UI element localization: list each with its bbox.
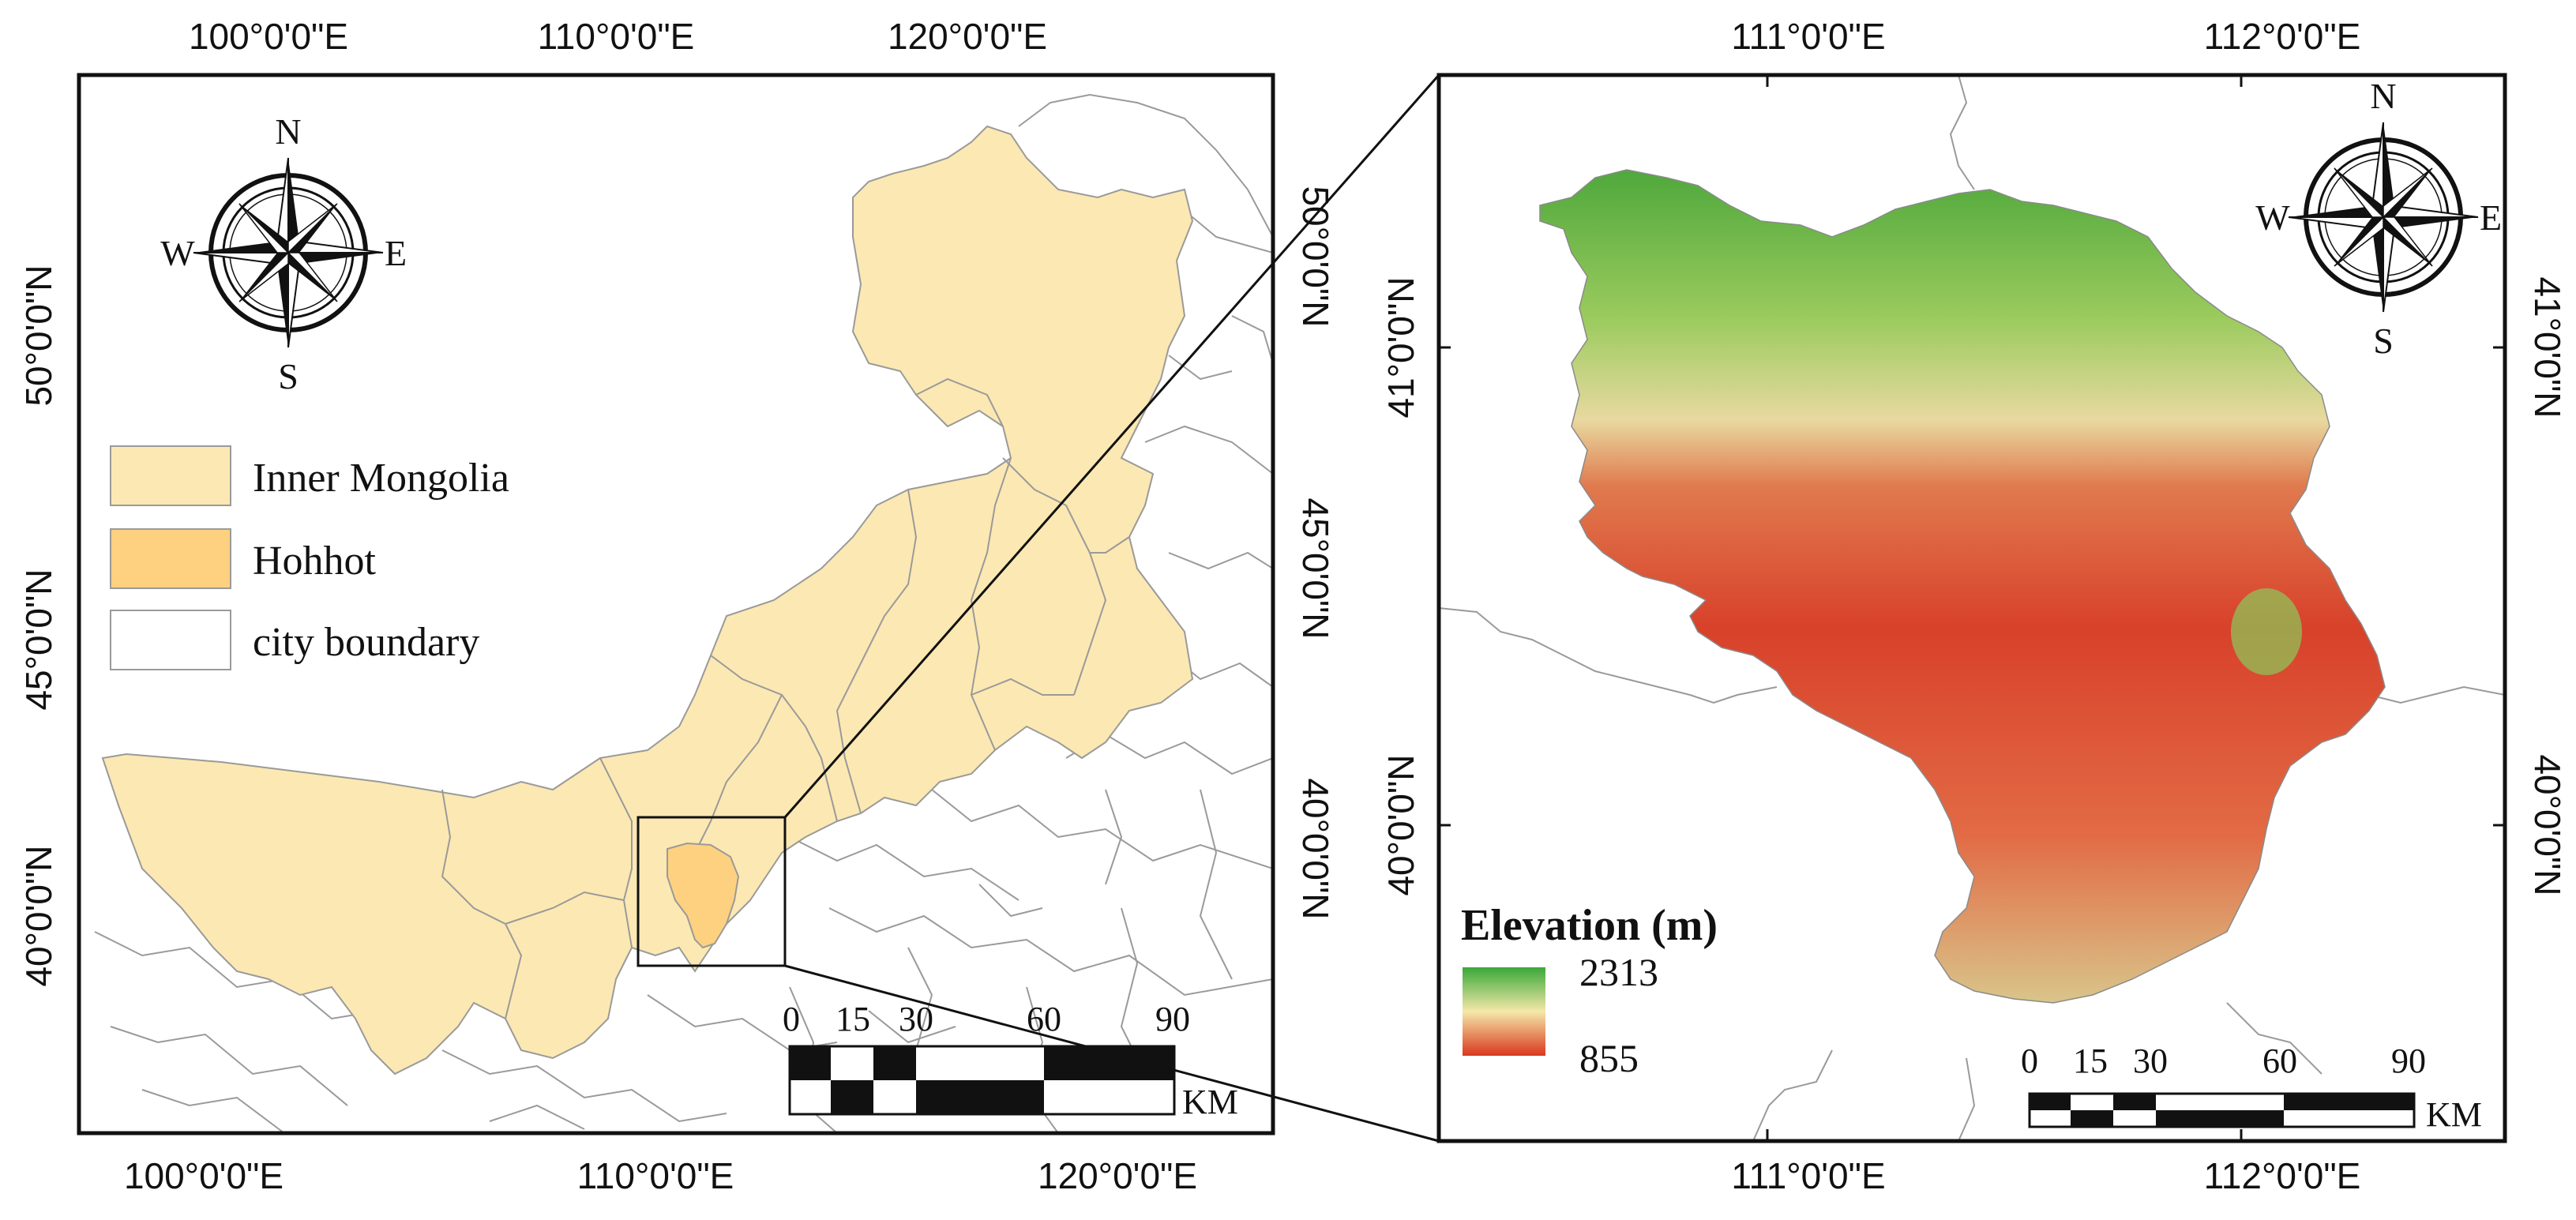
left-left-tick-40: 40°0'0"N [18,845,59,986]
right-map-panel: 111°0'0"E 112°0'0"E 111°0'0"E 112°0'0"E … [1380,16,2568,1196]
inner-mongolia-city-boundaries [441,377,1130,1019]
right-map-area [1439,75,2505,1141]
neighbour-boundaries [1439,75,2505,1141]
right-bottom-ticks: 111°0'0"E 112°0'0"E [1731,1155,2360,1196]
right-bottom-tick-112: 112°0'0"E [2204,1155,2361,1196]
elevation-min-label: 855 [1579,1036,1639,1080]
right-scale-label-90: 90 [2391,1042,2426,1080]
compass-west-label: W [2255,197,2290,238]
left-top-tick-120: 120°0'0"E [888,16,1047,57]
left-map-panel: 100°0'0"E 110°0'0"E 120°0'0"E 100°0'0"E … [18,16,1336,1196]
left-right-tick-40: 40°0'0"N [1295,778,1336,919]
legend-swatch-inner-mongolia [110,445,231,506]
legend-label-inner-mongolia: Inner Mongolia [253,456,509,501]
left-top-tick-110: 110°0'0"E [538,16,695,57]
left-scale-label-0: 0 [783,1000,800,1038]
right-scale-label-15: 15 [2073,1042,2108,1080]
inset-connector-lines [783,74,1440,1143]
compass-rose-icon [2288,122,2479,313]
left-scale-unit: KM [1182,1083,1238,1121]
legend-label-city-boundary: city boundary [253,620,479,665]
left-compass: N S E W [160,111,407,396]
right-scale-label-0: 0 [2021,1042,2038,1080]
left-right-tick-45: 45°0'0"N [1295,497,1336,639]
compass-east-label: E [385,233,407,273]
right-scale-unit: KM [2426,1095,2482,1134]
right-top-tick-112: 112°0'0"E [2204,16,2361,57]
left-scale-label-15: 15 [836,1000,870,1038]
right-right-tick-40: 40°0'0"N [2527,754,2568,895]
left-bottom-tick-110: 110°0'0"E [577,1155,734,1196]
compass-north-label: N [275,111,301,152]
left-map-area [94,93,1273,1133]
right-scale-bar: 0 15 30 60 90 KM [2021,1042,2482,1134]
legend-swatch-city-boundary [110,610,231,670]
inset-extent-box [636,816,787,967]
right-left-tick-41: 41°0'0"N [1380,276,1421,418]
left-left-tick-45: 45°0'0"N [18,569,59,710]
right-right-tick-41: 41°0'0"N [2527,276,2568,418]
left-top-ticks: 100°0'0"E 110°0'0"E 120°0'0"E [189,16,1047,57]
right-top-tick-111: 111°0'0"E [1731,16,1885,57]
left-top-tick-100: 100°0'0"E [189,16,348,57]
compass-west-label: W [160,233,195,273]
left-bottom-tick-100: 100°0'0"E [124,1155,284,1196]
left-left-tick-50: 50°0'0"N [18,265,59,406]
right-bottom-tick-111: 111°0'0"E [1731,1155,1885,1196]
left-right-tick-50: 50°0'0"N [1295,186,1336,327]
compass-rose-icon [193,157,384,348]
right-compass: N S E W [2255,76,2502,361]
compass-east-label: E [2480,197,2502,238]
right-left-ticks: 41°0'0"N 40°0'0"N [1380,276,1421,895]
hohhot-region [667,842,740,949]
left-left-ticks: 50°0'0"N 45°0'0"N 40°0'0"N [18,265,59,986]
left-bottom-ticks: 100°0'0"E 110°0'0"E 120°0'0"E [124,1155,1197,1196]
right-left-tick-40: 40°0'0"N [1380,754,1421,895]
legend-swatch-hohhot [110,528,231,589]
inner-mongolia-region [101,125,1194,1075]
right-right-ticks: 41°0'0"N 40°0'0"N [2527,276,2568,895]
right-scale-label-30: 30 [2133,1042,2168,1080]
left-scale-bar: 0 15 30 60 90 KM [783,1000,1238,1121]
elevation-legend-title: Elevation (m) [1461,901,1718,950]
right-top-ticks: 111°0'0"E 112°0'0"E [1731,16,2360,57]
left-legend: Inner Mongolia Hohhot city boundary [110,445,509,670]
compass-south-label: S [2373,321,2394,361]
legend-label-hohhot: Hohhot [253,539,377,584]
left-bottom-tick-120: 120°0'0"E [1038,1155,1197,1196]
elevation-legend: Elevation (m) 2313 855 [1461,901,1718,1080]
left-scale-label-30: 30 [899,1000,933,1038]
right-frame-ticks [1439,75,2505,1141]
elevation-max-label: 2313 [1579,950,1658,994]
right-scale-label-60: 60 [2262,1042,2297,1080]
hohhot-elevation-raster [1539,169,2386,1004]
left-scale-label-90: 90 [1155,1000,1190,1038]
left-map-frame [77,73,1275,1136]
left-right-ticks: 50°0'0"N 45°0'0"N 40°0'0"N [1295,186,1336,919]
compass-north-label: N [2370,76,2396,116]
compass-south-label: S [278,356,299,396]
green-highland-patch [2231,588,2302,675]
elevation-color-ramp [1463,967,1545,1056]
right-map-frame [1436,73,2507,1143]
